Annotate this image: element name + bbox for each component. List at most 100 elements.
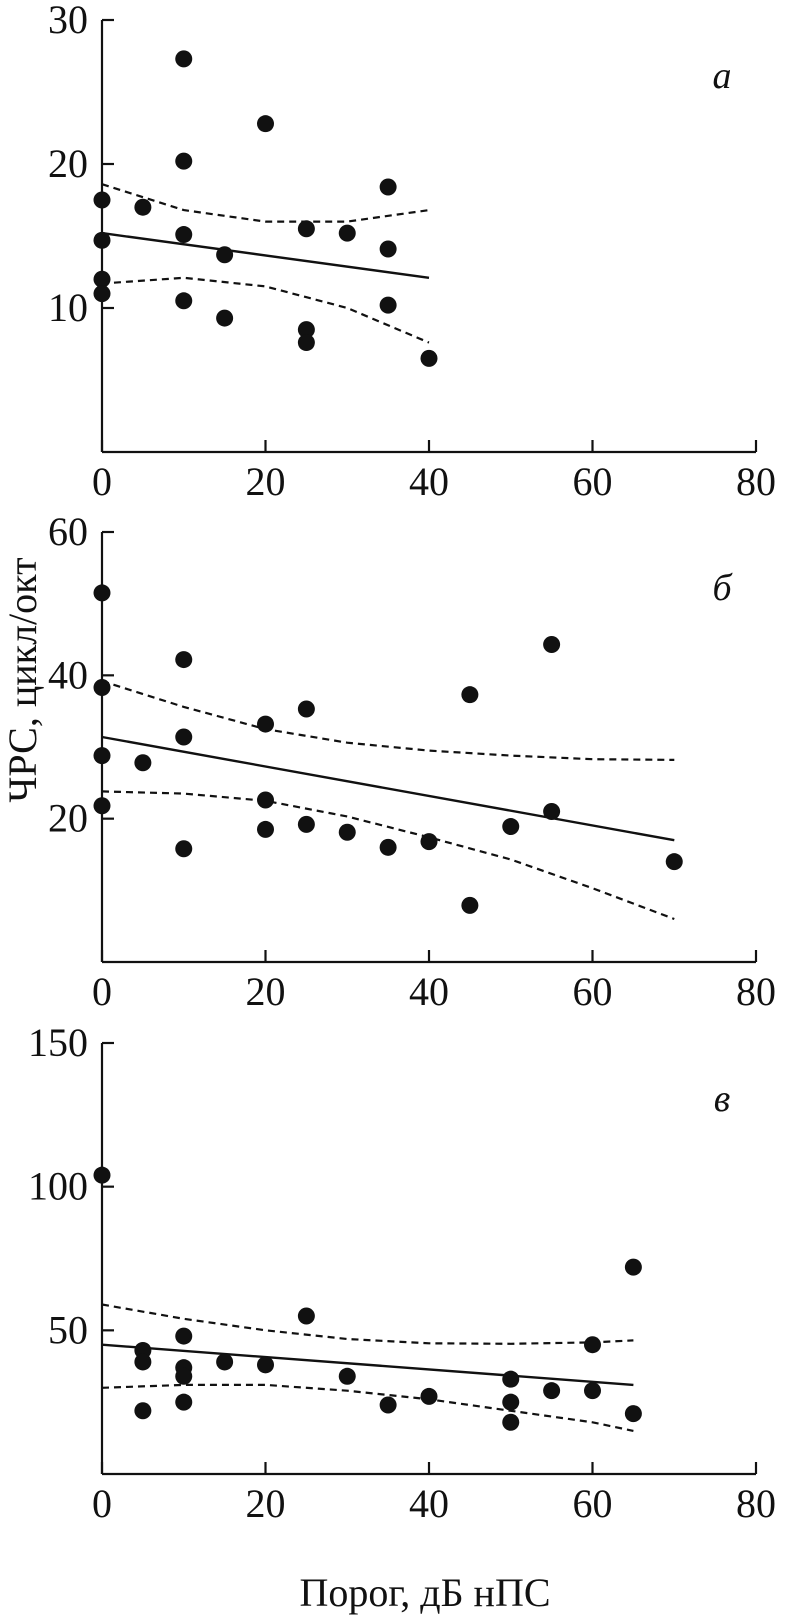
regression-line [101,1343,634,1387]
data-point [379,240,397,258]
data-point [93,285,111,303]
data-point [175,840,193,858]
x-tick-label: 40 [409,969,449,1014]
data-point [134,754,152,772]
data-point [93,679,111,697]
panel-label: а [713,55,732,97]
x-tick-label: 0 [92,969,112,1014]
data-point [461,896,479,914]
data-point [420,349,438,367]
x-tick-label: 80 [736,1481,776,1526]
x-tick-label: 40 [409,1481,449,1526]
x-tick-label: 60 [573,1481,613,1526]
data-point [338,224,356,242]
data-point [175,292,193,310]
data-point [257,820,274,838]
data-point [257,715,274,733]
y-tick-label: 40 [48,652,88,697]
x-tick-label: 80 [736,969,776,1014]
data-point [502,1370,520,1388]
data-point [93,584,111,602]
x-tick-label: 0 [92,1481,112,1526]
data-point [420,1387,438,1405]
y-axis-title: ЧРС, цикл/окт [0,557,45,802]
data-point [175,152,193,170]
data-point [379,178,397,196]
data-point [379,1396,397,1414]
data-point [134,198,152,216]
data-point [257,115,274,133]
y-tick-label: 100 [28,1164,88,1209]
data-point [624,1258,642,1276]
data-point [297,220,315,238]
y-tick-label: 30 [48,0,88,42]
data-point [379,296,397,314]
panels-group: 0 20 40 60 80 10 20 30 а 0 20 40 60 80 20 40 60 б 0 20 40 60 8… [28,0,776,1526]
data-point [338,823,356,841]
data-point [624,1405,642,1423]
data-point [584,1382,601,1400]
x-tick-label: 60 [573,459,613,504]
data-point [297,1307,315,1325]
data-point [93,270,111,288]
data-point [216,246,234,264]
y-tick-label: 60 [48,509,88,554]
y-tick-label: 20 [48,796,88,841]
data-point [257,1356,274,1374]
data-point [175,728,193,746]
confidence-upper-line [101,1303,634,1345]
confidence-lower-line [101,790,675,921]
data-point [216,309,234,327]
data-point [216,1353,234,1371]
data-point [502,818,520,836]
data-point [134,1353,152,1371]
panel-label: в [714,1078,731,1120]
y-tick-label: 10 [48,285,88,330]
data-point [175,226,193,244]
data-point [93,747,111,765]
x-tick-label: 20 [246,1481,286,1526]
panel-label: б [712,567,733,609]
x-tick-label: 20 [246,969,286,1014]
data-point [297,334,315,352]
regression-line [101,735,675,842]
data-point [665,853,683,871]
y-tick-label: 150 [28,1020,88,1065]
data-point [420,833,438,851]
data-point [543,803,561,820]
data-point [379,838,397,856]
x-tick-label: 40 [409,459,449,504]
data-point [297,321,315,339]
data-point [257,791,274,809]
data-point [93,797,111,815]
data-point [543,1382,561,1400]
confidence-lower-line [101,276,430,344]
data-point [502,1393,520,1411]
x-tick-label: 60 [573,969,613,1014]
regression-line [101,231,430,279]
confidence-upper-line [101,680,675,761]
data-point [338,1367,356,1385]
panel-2: 0 20 40 60 80 20 40 60 б [48,509,776,1014]
panel-1: 0 20 40 60 80 10 20 30 а [48,0,776,504]
data-point [543,636,561,654]
x-axis-title: Порог, дБ нПС [299,1570,550,1615]
y-tick-label: 20 [48,141,88,186]
data-point [502,1413,520,1431]
x-tick-label: 0 [92,459,112,504]
data-point [175,651,193,669]
data-point [93,191,111,209]
data-point [461,686,479,704]
data-point [134,1402,152,1420]
panel-3: 0 20 40 60 80 50 100 150 в [28,1020,776,1526]
x-tick-label: 80 [736,459,776,504]
data-point [175,1393,193,1411]
data-point [175,50,193,68]
y-tick-label: 50 [48,1307,88,1352]
data-point [297,815,315,833]
x-tick-label: 20 [246,459,286,504]
data-point [93,231,111,249]
data-point [175,1327,193,1345]
data-point [93,1166,111,1184]
